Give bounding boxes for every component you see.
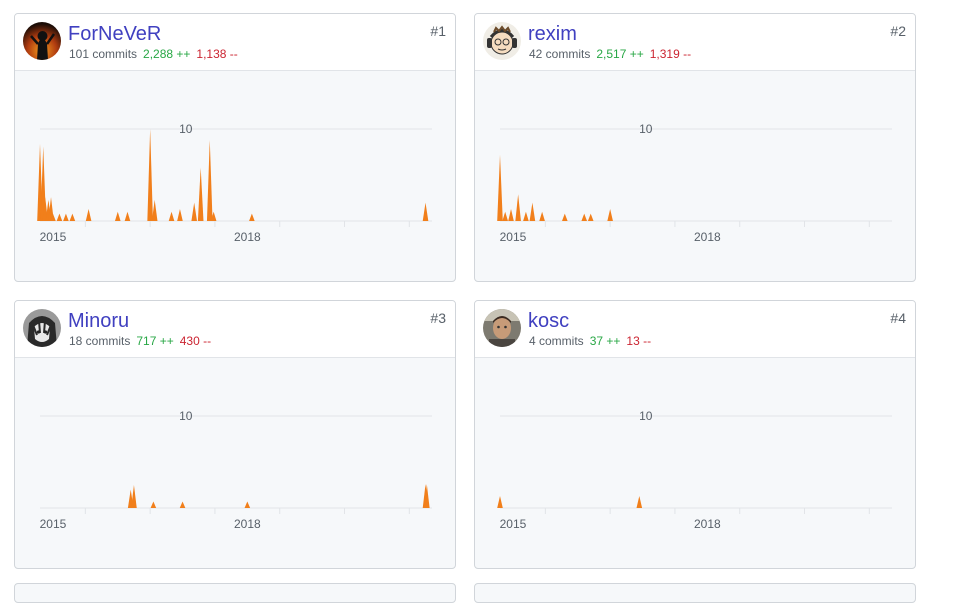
commit-spike: [497, 496, 503, 508]
avatar-photo-person-icon[interactable]: [483, 309, 521, 347]
commit-spike: [636, 496, 643, 508]
commit-spike: [523, 211, 529, 221]
commit-spike: [587, 213, 594, 221]
contributor-stats: 18 commits 717 ++ 430 --: [69, 334, 211, 348]
y-tick-label: 10: [179, 409, 193, 423]
contributor-card-partial: [474, 583, 916, 603]
commit-spike: [581, 213, 588, 221]
additions-count: 717 ++: [136, 334, 174, 348]
contributor-name-link[interactable]: Minoru: [68, 310, 130, 332]
rank-badge: #2: [890, 23, 906, 39]
contributor-card: kosc 4 commits 37 ++ 13 -- #4 10 2015 2018: [474, 300, 916, 569]
x-tick-label: 2018: [694, 517, 721, 531]
avatar-dark-fiery-icon[interactable]: [23, 22, 61, 60]
x-tick-label: 2018: [694, 230, 721, 244]
contributor-name-link[interactable]: rexim: [528, 23, 577, 45]
commit-spike: [48, 197, 54, 221]
commit-spike: [561, 213, 568, 221]
contributor-card: rexim 42 commits 2,517 ++ 1,319 -- #2 10 20…: [474, 13, 916, 282]
commit-spike: [539, 211, 545, 221]
commit-count: 42 commits: [529, 47, 591, 61]
commit-spike: [114, 211, 121, 221]
commit-spike: [502, 211, 508, 221]
commit-activity-chart: 10 2015 2018: [497, 409, 892, 531]
commit-spike: [85, 209, 92, 221]
rank-badge: #1: [430, 23, 446, 39]
avatar-anime-character-icon[interactable]: [23, 309, 61, 347]
commit-spike: [515, 194, 521, 221]
commit-spike: [249, 213, 255, 221]
commit-activity-chart: 10 2015 2018: [497, 122, 892, 244]
commit-spike: [179, 501, 186, 508]
rank-badge: #4: [890, 310, 906, 326]
contributor-header: rexim 42 commits 2,517 ++ 1,319 -- #2: [475, 14, 915, 71]
y-tick-label: 10: [639, 122, 653, 136]
commit-spike: [497, 154, 503, 221]
commit-spike: [210, 211, 217, 221]
contributor-card: ForNeVeR 101 commits 2,288 ++ 1,138 -- #1 …: [14, 13, 456, 282]
commit-spike: [529, 202, 536, 221]
commit-count: 18 commits: [69, 334, 131, 348]
contributor-stats: 4 commits 37 ++ 13 --: [529, 334, 651, 348]
commit-spike: [244, 501, 251, 508]
deletions-count: 1,138 --: [196, 47, 238, 61]
y-tick-label: 10: [179, 122, 193, 136]
contributor-card: Minoru 18 commits 717 ++ 430 -- #3 10 2015 2…: [14, 300, 456, 569]
x-tick-label: 2015: [40, 230, 67, 244]
contributor-name-link[interactable]: kosc: [528, 310, 570, 332]
contributor-card-partial: [14, 583, 456, 603]
contributor-stats: 42 commits 2,517 ++ 1,319 --: [529, 47, 691, 61]
contributor-stats: 101 commits 2,288 ++ 1,138 --: [69, 47, 238, 61]
commit-spike: [69, 213, 76, 221]
commit-spike: [147, 129, 153, 221]
x-tick-label: 2015: [500, 517, 527, 531]
contributor-name-link[interactable]: ForNeVeR: [68, 23, 162, 45]
commit-spike: [168, 211, 175, 221]
x-tick-label: 2015: [500, 230, 527, 244]
contributor-header: Minoru 18 commits 717 ++ 430 -- #3: [15, 301, 455, 358]
commit-spike: [197, 167, 204, 221]
deletions-count: 1,319 --: [649, 47, 692, 61]
commit-spike: [151, 199, 158, 221]
commit-spike: [206, 140, 213, 221]
x-tick-label: 2018: [234, 517, 261, 531]
additions-count: 37 ++: [589, 334, 621, 348]
contributor-header: kosc 4 commits 37 ++ 13 -- #4: [475, 301, 915, 358]
x-tick-label: 2015: [40, 517, 67, 531]
commit-activity-chart: 10 2015 2018: [40, 409, 432, 531]
deletions-count: 430 --: [179, 334, 212, 348]
commit-spike: [424, 484, 430, 508]
commit-count: 4 commits: [529, 334, 584, 348]
avatar-cartoon-headphones-icon[interactable]: [483, 22, 521, 60]
commit-spike: [131, 485, 137, 508]
commit-spike: [422, 202, 429, 221]
commit-spike: [191, 202, 198, 221]
commit-spike: [150, 501, 157, 508]
commit-spike: [508, 209, 514, 221]
contributor-header: ForNeVeR 101 commits 2,288 ++ 1,138 -- #1: [15, 14, 455, 71]
commit-spike: [607, 209, 613, 221]
commit-spike: [124, 211, 131, 221]
commit-spike: [56, 213, 63, 221]
additions-count: 2,517 ++: [596, 47, 644, 61]
deletions-count: 13 --: [626, 334, 652, 348]
additions-count: 2,288 ++: [143, 47, 191, 61]
commit-spike: [63, 213, 69, 221]
y-tick-label: 10: [639, 409, 653, 423]
commit-spike: [50, 213, 56, 221]
x-tick-label: 2018: [234, 230, 261, 244]
commit-count: 101 commits: [69, 47, 138, 61]
rank-badge: #3: [430, 310, 446, 326]
commit-activity-chart: 10 2015 2018: [37, 122, 432, 244]
commit-spike: [177, 209, 183, 221]
